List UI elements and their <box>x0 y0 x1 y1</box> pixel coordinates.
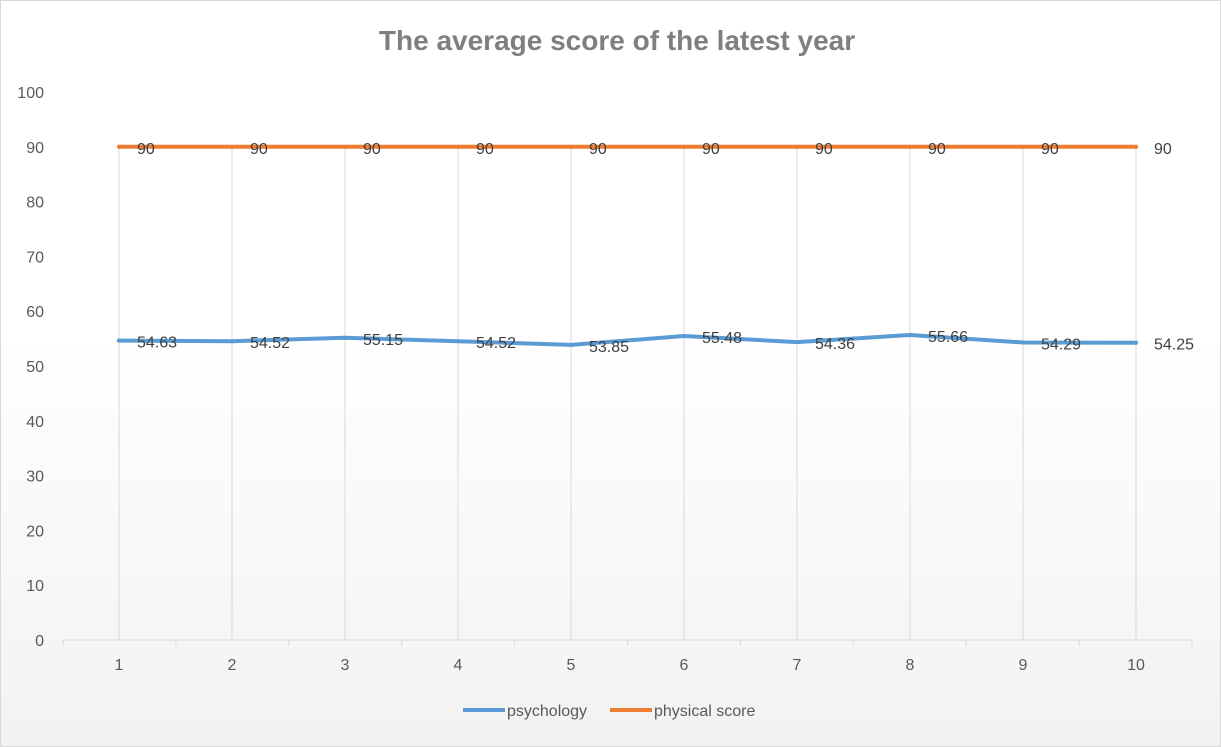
y-tick-label: 30 <box>26 469 44 486</box>
gridlines <box>118 146 1137 640</box>
y-tick-label: 90 <box>26 140 44 157</box>
data-point <box>569 342 573 347</box>
data-point <box>230 144 234 149</box>
data-label: 54.25 <box>1154 337 1194 354</box>
x-tick-label: 4 <box>454 657 463 674</box>
legend: psychology physical score <box>463 703 755 720</box>
x-tick-label: 1 <box>115 657 124 674</box>
data-point <box>343 144 347 149</box>
data-label: 54.63 <box>137 335 177 352</box>
data-label: 54.36 <box>815 336 855 353</box>
x-tick-label: 2 <box>228 657 237 674</box>
data-point <box>117 338 121 343</box>
data-point <box>230 339 234 344</box>
data-point <box>1134 144 1138 149</box>
data-point <box>1021 144 1025 149</box>
data-label: 90 <box>250 141 268 158</box>
data-point <box>343 335 347 340</box>
data-point <box>908 144 912 149</box>
data-label: 90 <box>1041 141 1059 158</box>
x-tick-label: 10 <box>1127 657 1145 674</box>
data-label: 90 <box>702 141 720 158</box>
y-tick-label: 50 <box>26 359 44 376</box>
y-tick-label: 10 <box>26 578 44 595</box>
y-tick-label: 70 <box>26 249 44 266</box>
data-labels: 54.63 54.52 55.15 54.52 53.85 55.48 54.36 55.66… <box>137 141 1194 356</box>
chart-title: The average score of the latest year <box>379 25 855 56</box>
data-label: 55.48 <box>702 330 742 347</box>
x-tick-label: 5 <box>567 657 576 674</box>
y-tick-label: 100 <box>17 85 44 102</box>
data-label: 90 <box>589 141 607 158</box>
data-label: 54.52 <box>476 335 516 352</box>
y-tick-label: 40 <box>26 414 44 431</box>
data-point <box>908 332 912 337</box>
data-label: 90 <box>137 141 155 158</box>
y-tick-label: 0 <box>35 633 44 650</box>
data-label: 90 <box>815 141 833 158</box>
x-tick-label: 7 <box>793 657 802 674</box>
data-label: 54.52 <box>250 335 290 352</box>
y-tick-label: 60 <box>26 304 44 321</box>
data-label: 55.15 <box>363 332 403 349</box>
legend-entry: physical score <box>654 703 755 720</box>
data-label: 90 <box>1154 141 1172 158</box>
data-point <box>682 333 686 338</box>
y-tick-label: 80 <box>26 195 44 212</box>
x-tick-label: 9 <box>1019 657 1028 674</box>
data-label: 90 <box>476 141 494 158</box>
data-point <box>795 144 799 149</box>
x-tick-label: 3 <box>341 657 350 674</box>
data-label: 55.66 <box>928 329 968 346</box>
data-point <box>456 339 460 344</box>
data-label: 90 <box>928 141 946 158</box>
x-tick-label: 8 <box>906 657 915 674</box>
y-tick-label: 20 <box>26 523 44 540</box>
data-point <box>682 144 686 149</box>
legend-entry: psychology <box>507 703 587 720</box>
series-lines <box>117 144 1138 347</box>
series-line-psychology <box>117 332 1138 347</box>
x-tick-label: 6 <box>680 657 689 674</box>
data-label: 54.29 <box>1041 336 1081 353</box>
data-point <box>456 144 460 149</box>
data-point <box>117 144 121 149</box>
data-point <box>569 144 573 149</box>
data-point <box>1021 340 1025 345</box>
data-point <box>1134 340 1138 345</box>
data-label: 90 <box>363 141 381 158</box>
data-label: 53.85 <box>589 339 629 356</box>
data-point <box>795 340 799 345</box>
